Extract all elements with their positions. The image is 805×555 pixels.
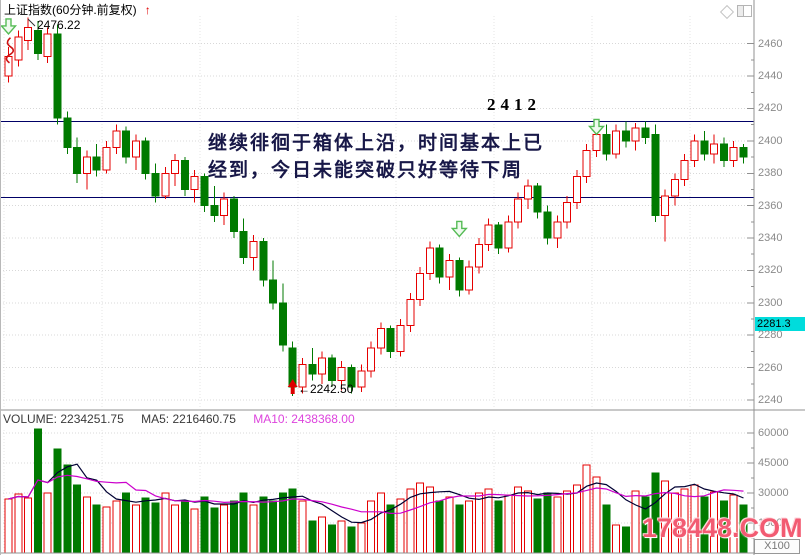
trend-up-icon: ↑ bbox=[144, 3, 151, 17]
price-axis-label: 2460 bbox=[758, 37, 783, 50]
volume-value: 2234251.75 bbox=[60, 412, 124, 426]
price-axis-label: 2440 bbox=[758, 70, 783, 83]
box-top-label: 2412 bbox=[487, 95, 541, 114]
unit-label: X100 bbox=[754, 539, 800, 554]
volume-axis-label: 60000 bbox=[758, 427, 789, 439]
volume-axis-label: 45000 bbox=[758, 457, 789, 469]
ma5-value: 2216460.75 bbox=[172, 412, 236, 426]
volume-axis-label: 15000 bbox=[758, 517, 789, 529]
price-axis-label: 2360 bbox=[758, 199, 783, 212]
price-axis-label: 2240 bbox=[758, 393, 783, 406]
peak-price-label: 2476.22 bbox=[37, 18, 81, 32]
price-axis-label: 2300 bbox=[758, 296, 783, 309]
low-price-label: ←2242.50 bbox=[298, 382, 354, 396]
chart-header: 上证指数(60分钟.前复权) ↑ bbox=[4, 1, 151, 18]
ma10-value: 2438368.00 bbox=[291, 412, 355, 426]
price-axis-label: 2260 bbox=[758, 361, 783, 374]
annotation-text-line2: 经到，今日未能突破只好等待下周 bbox=[208, 160, 524, 181]
price-axis-label: 2420 bbox=[758, 102, 783, 115]
price-axis-label: 2340 bbox=[758, 232, 783, 245]
price-axis-label: 2380 bbox=[758, 167, 783, 180]
split-window-icon[interactable] bbox=[737, 5, 752, 17]
watermark: 178448.COM bbox=[642, 513, 803, 543]
price-axis-label: 2280 bbox=[758, 329, 783, 342]
chart-title: 上证指数(60分钟.前复权) bbox=[4, 3, 137, 17]
volume-axis-label: 30000 bbox=[758, 487, 789, 499]
volume-label: VOLUME: bbox=[3, 412, 58, 426]
annotation-text-line1: 继续徘徊于箱体上沿，时间基本上已 bbox=[208, 133, 545, 154]
volume-readout: VOLUME: 2234251.75 MA5: 2216460.75 MA10:… bbox=[3, 412, 369, 426]
split-window-pane bbox=[738, 6, 744, 16]
ma10-label: MA10: bbox=[253, 412, 288, 426]
price-tag: 2281.3 bbox=[755, 317, 805, 331]
price-axis-label: 2320 bbox=[758, 264, 783, 277]
price-axis-label: 2400 bbox=[758, 134, 783, 147]
ma5-label: MA5: bbox=[141, 412, 170, 426]
